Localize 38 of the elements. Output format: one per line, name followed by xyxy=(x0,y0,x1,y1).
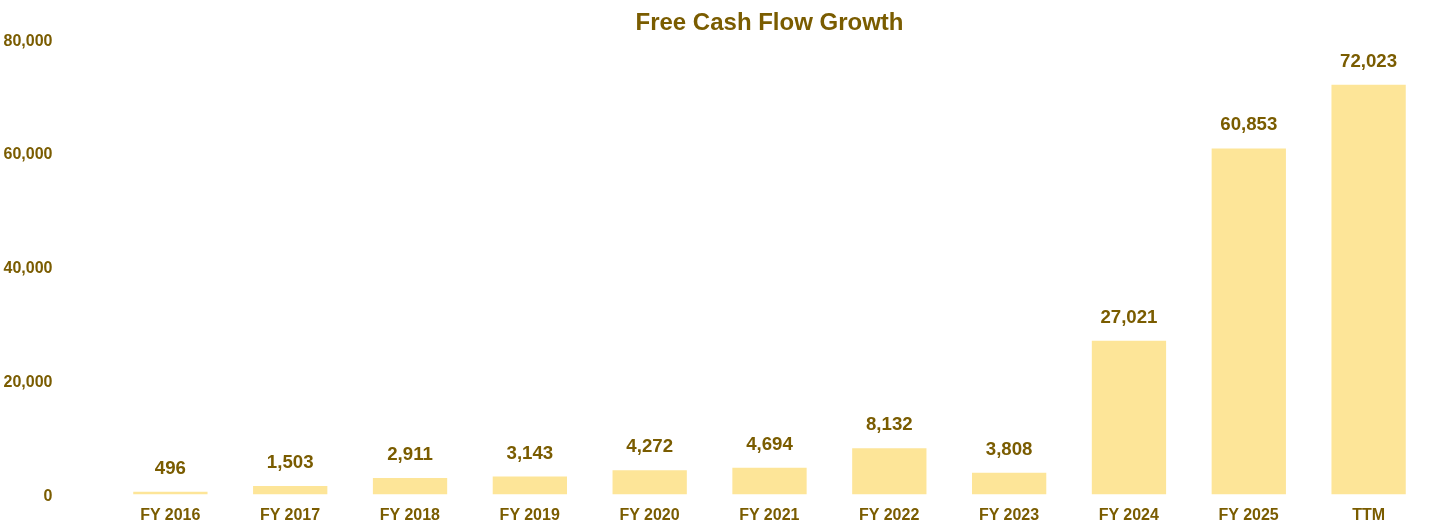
bar xyxy=(253,485,328,495)
bar xyxy=(372,477,448,495)
data-label: 60,853 xyxy=(1220,113,1278,135)
x-tick-label: FY 2019 xyxy=(499,505,560,523)
x-tick-label: FY 2022 xyxy=(859,505,920,523)
data-label: 27,021 xyxy=(1100,305,1158,327)
y-tick-label: 40,000 xyxy=(3,259,53,276)
x-tick-label: FY 2018 xyxy=(379,505,441,523)
y-tick-label: 60,000 xyxy=(3,145,53,163)
data-label: 3,808 xyxy=(985,437,1033,459)
data-label: 1,503 xyxy=(266,450,314,472)
x-tick-label: FY 2024 xyxy=(1098,505,1160,523)
bar xyxy=(492,476,567,495)
bar xyxy=(852,448,927,495)
data-label: 4,694 xyxy=(746,432,794,454)
data-label: 4,272 xyxy=(626,435,674,457)
bar xyxy=(1331,84,1406,495)
y-tick-label: 20,000 xyxy=(3,372,53,390)
x-tick-label: FY 2020 xyxy=(619,505,680,523)
chart-title: Free Cash Flow Growth xyxy=(635,7,904,35)
x-tick-label: FY 2016 xyxy=(140,505,201,523)
data-label: 8,132 xyxy=(865,413,913,435)
y-tick-label: 80,000 xyxy=(3,31,53,49)
bar xyxy=(612,470,687,495)
data-label: 2,911 xyxy=(387,442,433,464)
x-tick-label: FY 2025 xyxy=(1218,505,1279,523)
x-tick-label: TTM xyxy=(1352,505,1386,523)
x-tick-label: FY 2017 xyxy=(259,505,321,523)
bar xyxy=(732,467,807,495)
data-label: 3,143 xyxy=(506,441,554,463)
y-tick-label: 0 xyxy=(43,486,53,504)
bar xyxy=(972,472,1047,495)
bar xyxy=(1211,148,1286,495)
x-tick-label: FY 2021 xyxy=(739,505,800,523)
bar xyxy=(1091,340,1167,495)
x-tick-label: FY 2023 xyxy=(978,505,1040,523)
data-label: 72,023 xyxy=(1340,49,1398,71)
data-label: 496 xyxy=(154,456,186,478)
